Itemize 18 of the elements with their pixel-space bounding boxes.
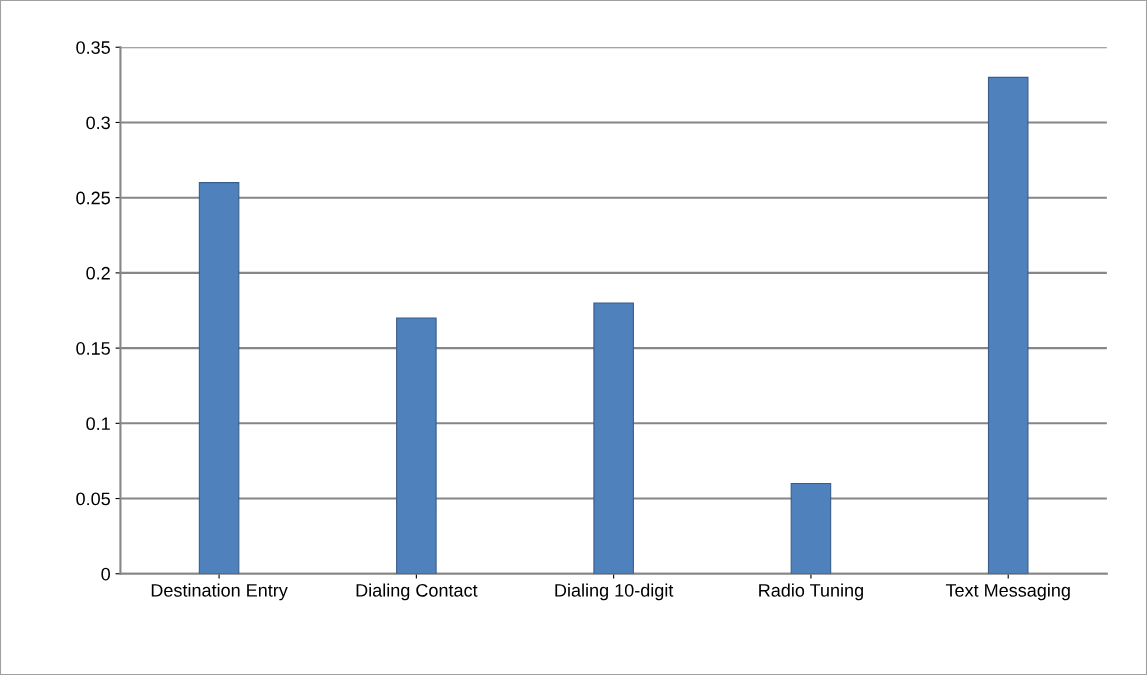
x-tick-label: Text Messaging (945, 583, 1070, 601)
y-tick-label: 0.2 (86, 266, 110, 280)
bar (987, 76, 1029, 574)
y-tick-label: 0.35 (76, 41, 110, 54)
y-tick-label: 0.15 (76, 342, 110, 355)
bar (396, 317, 437, 574)
y-tick-label: 0.3 (86, 116, 110, 130)
y-tick-label: 0.1 (86, 417, 110, 431)
bar (593, 302, 634, 574)
x-tick-label: Destination Entry (151, 583, 288, 601)
y-tick-label: 0.25 (76, 191, 110, 205)
bar (198, 182, 240, 574)
x-tick-label: Radio Tuning (759, 583, 863, 601)
x-tick-label: Dialing Contact (356, 583, 478, 601)
y-tick-label: 0 (101, 567, 111, 581)
x-tick-label: Dialing 10-digit (555, 583, 674, 601)
bar (790, 482, 832, 574)
y-tick-label: 0.05 (76, 492, 110, 506)
